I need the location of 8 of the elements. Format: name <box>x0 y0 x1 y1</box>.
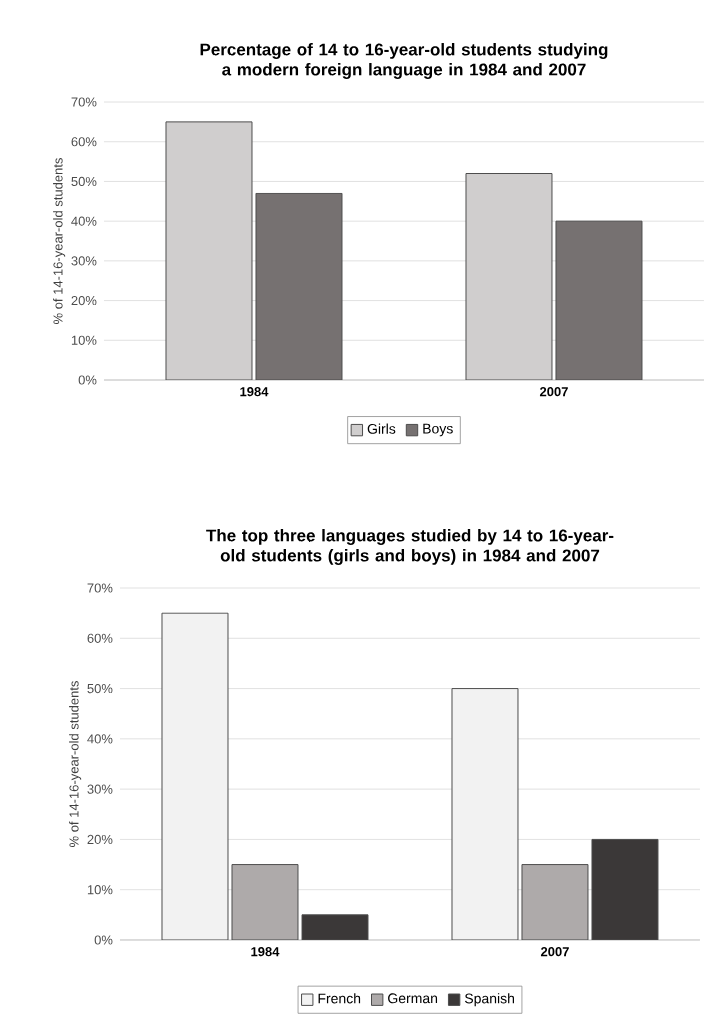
bar <box>591 838 659 940</box>
chart-title: Percentage of 14 to 16-year-old students studying a modern foreign language in 1984 and 2007 <box>200 43 608 79</box>
bar <box>231 864 299 940</box>
bar <box>555 220 643 380</box>
bar <box>521 864 589 940</box>
bar <box>255 192 343 380</box>
chart-title: The top three languages studied by 14 to 16-year-old students (girls and boys) in 1984 and 2007 <box>206 529 614 565</box>
bar <box>301 914 368 940</box>
